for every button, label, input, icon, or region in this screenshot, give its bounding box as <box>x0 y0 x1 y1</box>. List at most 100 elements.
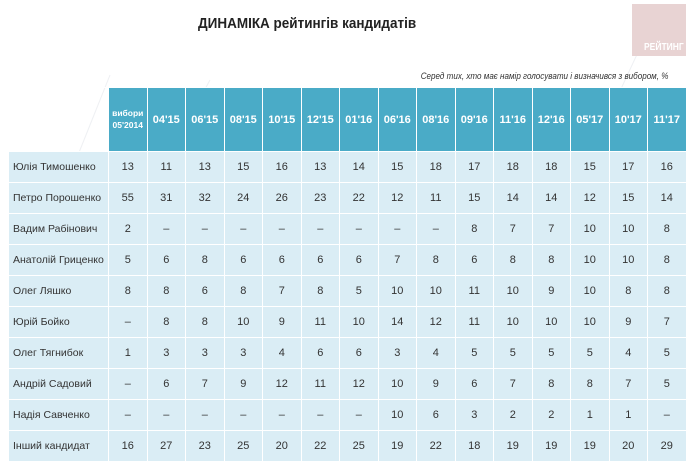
rating-cell: 20 <box>262 430 302 462</box>
rating-cell: 10 <box>531 306 571 338</box>
table-row: Інший кандидат 16 27 23 25 20 22 25 19 22 18 19 19 19… <box>8 430 687 462</box>
rating-cell: 8 <box>570 368 610 400</box>
rating-cell: 10 <box>377 399 417 431</box>
rating-cell: 32 <box>185 182 225 214</box>
rating-cell: 5 <box>454 337 494 369</box>
rating-cell: 4 <box>262 337 302 369</box>
rating-cell: – <box>146 399 186 431</box>
rating-cell: 8 <box>185 244 225 276</box>
rating-cell: 7 <box>262 275 302 307</box>
rating-cell: 7 <box>493 213 533 245</box>
rating-logo: РЕЙТИНГ <box>632 4 686 56</box>
rating-cell: 7 <box>647 306 687 338</box>
rating-cell: 31 <box>146 182 186 214</box>
rating-cell: 12 <box>416 306 456 338</box>
rating-cell: – <box>108 399 148 431</box>
column-header: 04'15 <box>146 87 186 152</box>
rating-cell: 8 <box>531 368 571 400</box>
candidate-name: Анатолій Гриценко <box>8 244 109 276</box>
rating-cell: – <box>377 213 417 245</box>
rating-cell: 12 <box>377 182 417 214</box>
rating-cell: 3 <box>223 337 263 369</box>
rating-cell: 12 <box>262 368 302 400</box>
table-note: Серед тих, хто має намір голосувати і ви… <box>420 71 668 82</box>
rating-cell: 55 <box>108 182 148 214</box>
rating-cell: 10 <box>570 306 610 338</box>
rating-cell: 5 <box>647 337 687 369</box>
rating-cell: 8 <box>647 213 687 245</box>
rating-cell: 7 <box>608 368 648 400</box>
rating-cell: 6 <box>262 244 302 276</box>
rating-cell: – <box>223 213 263 245</box>
rating-cell: – <box>647 399 687 431</box>
rating-cell: 23 <box>300 182 340 214</box>
rating-cell: 8 <box>223 275 263 307</box>
column-header: 09'16 <box>454 87 494 152</box>
rating-cell: 26 <box>262 182 302 214</box>
column-header: 08'15 <box>223 87 263 152</box>
rating-cell: 10 <box>570 244 610 276</box>
rating-cell: 14 <box>339 151 379 183</box>
rating-cell: 6 <box>454 368 494 400</box>
rating-cell: 15 <box>454 182 494 214</box>
rating-cell: – <box>185 213 225 245</box>
page-title: ДИНАМІКА рейтингів кандидатів <box>198 15 417 32</box>
table-row: Олег Тягнибок 1 3 3 3 4 6 6 3 4 5 5 5 5 4 5 <box>8 337 687 369</box>
rating-cell: 24 <box>223 182 263 214</box>
rating-cell: – <box>185 399 225 431</box>
rating-cell: 18 <box>454 430 494 462</box>
rating-cell: 9 <box>262 306 302 338</box>
column-header: 06'16 <box>377 87 417 152</box>
rating-cell: 5 <box>339 275 379 307</box>
candidate-name: Юрій Бойко <box>8 306 109 338</box>
rating-cell: – <box>339 399 379 431</box>
rating-cell: 10 <box>416 275 456 307</box>
rating-cell: 12 <box>339 368 379 400</box>
rating-cell: 11 <box>300 306 340 338</box>
rating-cell: 5 <box>108 244 148 276</box>
rating-cell: 6 <box>300 337 340 369</box>
column-header: вибори 05'2014 <box>108 87 148 152</box>
rating-cell: 14 <box>377 306 417 338</box>
rating-cell: 10 <box>493 275 533 307</box>
rating-cell: 6 <box>339 337 379 369</box>
column-header: 08'16 <box>416 87 456 152</box>
rating-cell: 6 <box>185 275 225 307</box>
rating-cell: 19 <box>377 430 417 462</box>
rating-cell: 11 <box>300 368 340 400</box>
rating-cell: 1 <box>608 399 648 431</box>
column-header: 10'15 <box>262 87 302 152</box>
candidate-name: Юлія Тимошенко <box>8 151 109 183</box>
rating-cell: 1 <box>570 399 610 431</box>
rating-cell: 19 <box>570 430 610 462</box>
rating-cell: 7 <box>531 213 571 245</box>
rating-cell: 7 <box>493 368 533 400</box>
candidate-name: Інший кандидат <box>8 430 109 462</box>
header-blank <box>8 87 109 152</box>
rating-cell: 15 <box>223 151 263 183</box>
rating-cell: 6 <box>223 244 263 276</box>
candidate-name: Надія Савченко <box>8 399 109 431</box>
rating-cell: 18 <box>493 151 533 183</box>
rating-cell: 11 <box>416 182 456 214</box>
column-header: 10'17 <box>608 87 648 152</box>
rating-cell: 8 <box>416 244 456 276</box>
rating-cell: 10 <box>570 213 610 245</box>
rating-cell: 8 <box>647 244 687 276</box>
rating-cell: 23 <box>185 430 225 462</box>
rating-cell: 3 <box>146 337 186 369</box>
candidate-name: Петро Порошенко <box>8 182 109 214</box>
rating-cell: 11 <box>146 151 186 183</box>
rating-cell: 6 <box>454 244 494 276</box>
column-header: 11'17 <box>647 87 687 152</box>
rating-cell: 20 <box>608 430 648 462</box>
column-header: 05'17 <box>570 87 610 152</box>
column-header: 12'16 <box>531 87 571 152</box>
rating-cell: 13 <box>108 151 148 183</box>
candidate-name: Андрій Садовий <box>8 368 109 400</box>
candidate-name: Олег Тягнибок <box>8 337 109 369</box>
rating-cell: 6 <box>339 244 379 276</box>
rating-cell: 5 <box>570 337 610 369</box>
rating-cell: 9 <box>608 306 648 338</box>
rating-cell: 22 <box>300 430 340 462</box>
